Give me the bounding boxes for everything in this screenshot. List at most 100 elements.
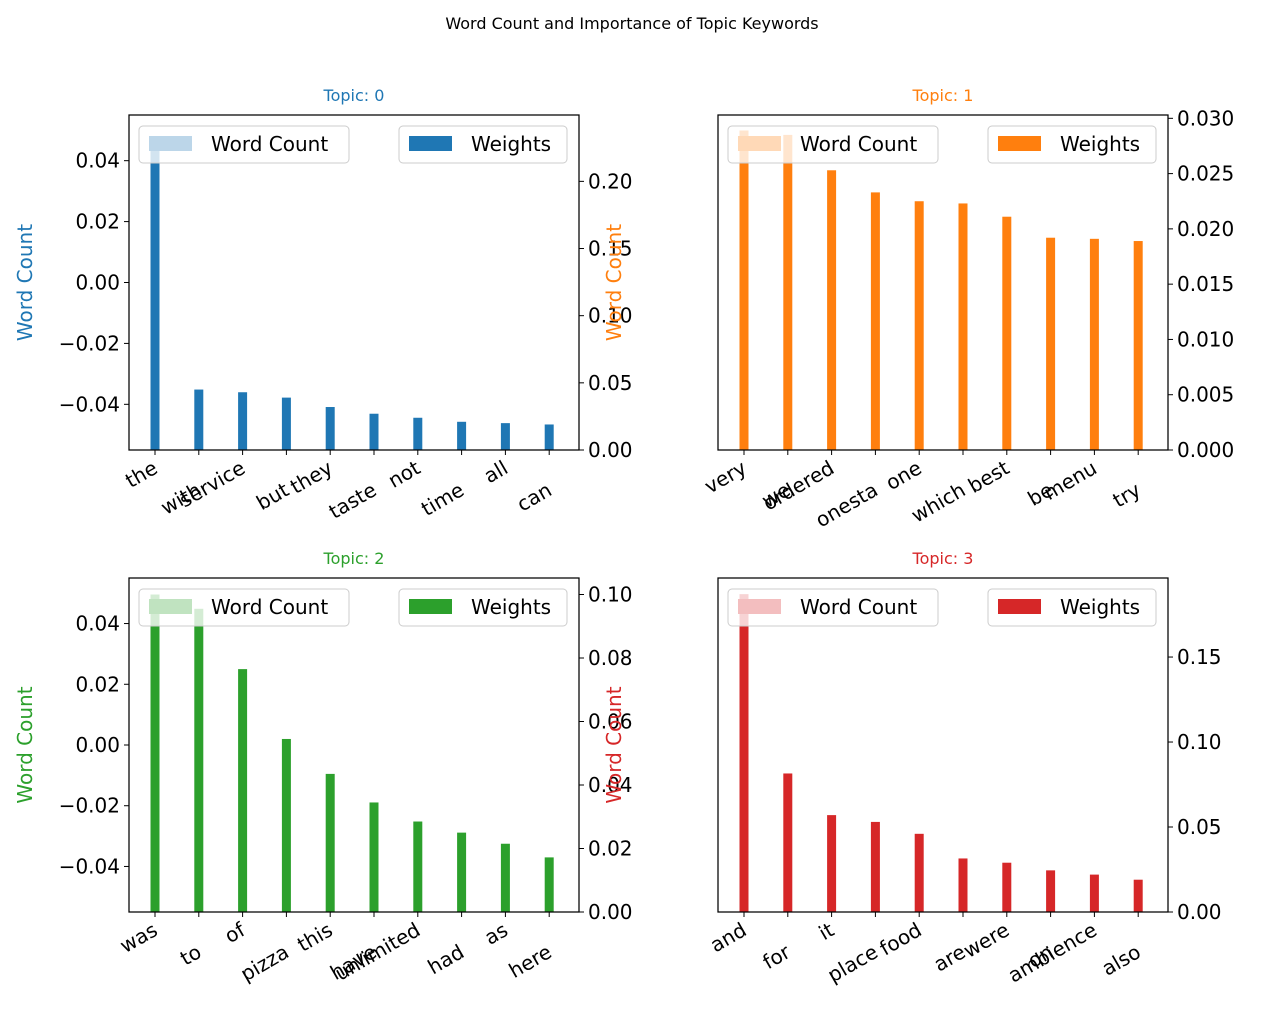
weight-bar — [544, 424, 554, 450]
weight-bar — [739, 130, 749, 450]
right-tick-label: 0.030 — [1177, 106, 1234, 130]
y-axis-label: Word Count — [13, 224, 37, 341]
y-axis-label: Word Count — [13, 686, 37, 803]
legend-word-count: Word Count — [138, 588, 350, 627]
left-tick-label: −0.04 — [59, 854, 120, 878]
right-tick-label: 0.00 — [588, 900, 633, 924]
right-tick-label: 0.05 — [1177, 815, 1222, 839]
weight-bar — [1133, 879, 1143, 912]
legend-swatch — [998, 136, 1041, 151]
legend-label: Word Count — [211, 595, 328, 619]
legend-weights: Weights — [987, 125, 1157, 164]
weight-bar — [870, 821, 880, 912]
weight-bar — [783, 134, 793, 450]
weight-bar — [194, 608, 204, 912]
legend-box — [727, 588, 939, 627]
right-tick-label: 0.02 — [588, 837, 633, 861]
right-tick-label: 0.010 — [1177, 327, 1234, 351]
legend-weights: Weights — [398, 125, 568, 164]
weight-bar — [238, 669, 248, 912]
plot-frame — [717, 577, 1169, 913]
weight-bar — [500, 843, 510, 912]
right-tick-label: 0.005 — [1177, 383, 1234, 407]
weight-bar — [325, 407, 335, 450]
subplot-title: Topic: 2 — [323, 549, 385, 568]
legend-word-count: Word Count — [727, 588, 939, 627]
legend-label: Weights — [1060, 595, 1140, 619]
weight-bar — [281, 397, 291, 450]
weight-bar — [1002, 862, 1012, 912]
weight-bar — [827, 815, 837, 912]
legend-swatch — [738, 136, 781, 151]
weight-bar — [150, 594, 160, 912]
legend-box — [727, 125, 939, 164]
right-tick-label: 0.10 — [1177, 730, 1222, 754]
legend-swatch — [149, 136, 192, 151]
weight-bar — [783, 773, 793, 912]
weight-bar — [958, 203, 968, 450]
plot-frame — [717, 114, 1169, 451]
weight-bar — [914, 833, 924, 912]
legend-word-count: Word Count — [727, 125, 939, 164]
legend-box — [398, 125, 568, 164]
weight-bar — [281, 738, 291, 912]
subplot-title: Topic: 0 — [323, 86, 385, 105]
legend-box — [398, 588, 568, 627]
legend-weights: Weights — [398, 588, 568, 627]
left-tick-label: −0.02 — [59, 794, 120, 818]
subplot-title: Topic: 3 — [912, 549, 974, 568]
weight-bar — [238, 392, 248, 450]
left-tick-label: 0.00 — [75, 733, 120, 757]
right-tick-label: 0.10 — [588, 583, 633, 607]
weight-bar — [369, 413, 379, 450]
weight-bar — [1089, 238, 1099, 450]
right-tick-label: 0.00 — [1177, 900, 1222, 924]
weight-bar — [544, 857, 554, 912]
right-tick-label: 0.15 — [588, 237, 633, 261]
legend-label: Weights — [1060, 132, 1140, 156]
weight-bar — [870, 192, 880, 450]
weight-bar — [194, 389, 204, 450]
left-tick-label: 0.00 — [75, 271, 120, 295]
weight-bar — [457, 421, 467, 450]
y-axis-label: Word Count — [602, 686, 626, 803]
right-tick-label: 0.025 — [1177, 162, 1234, 186]
weight-bar — [958, 858, 968, 912]
weight-bar — [457, 832, 467, 912]
right-tick-label: 0.06 — [588, 710, 633, 734]
legend-label: Word Count — [800, 132, 917, 156]
legend-box — [138, 588, 350, 627]
weight-bar — [1046, 870, 1056, 912]
left-tick-label: 0.02 — [75, 672, 120, 696]
left-tick-label: 0.04 — [75, 149, 120, 173]
weight-bar — [500, 423, 510, 450]
right-tick-label: 0.15 — [1177, 645, 1222, 669]
legend-swatch — [738, 599, 781, 614]
right-tick-label: 0.10 — [588, 304, 633, 328]
right-tick-label: 0.020 — [1177, 217, 1234, 241]
left-tick-label: 0.04 — [75, 612, 120, 636]
right-tick-label: 0.00 — [588, 438, 633, 462]
weight-bar — [739, 594, 749, 912]
legend-box — [987, 125, 1157, 164]
legend-swatch — [409, 599, 452, 614]
legend-label: Weights — [471, 595, 551, 619]
weight-bar — [827, 170, 837, 451]
legend-swatch — [149, 599, 192, 614]
weight-bar — [325, 773, 335, 912]
weight-bar — [413, 417, 423, 450]
weight-bar — [1002, 216, 1012, 450]
weight-bar — [914, 201, 924, 450]
legend-box — [987, 588, 1157, 627]
legend-word-count: Word Count — [138, 125, 350, 164]
weight-bar — [413, 821, 423, 912]
right-tick-label: 0.05 — [588, 371, 633, 395]
weight-bar — [1089, 874, 1099, 912]
figure-title: Word Count and Importance of Topic Keywo… — [445, 14, 818, 33]
left-tick-label: −0.02 — [59, 331, 120, 355]
right-tick-label: 0.20 — [588, 169, 633, 193]
right-tick-label: 0.000 — [1177, 438, 1234, 462]
legend-swatch — [998, 599, 1041, 614]
